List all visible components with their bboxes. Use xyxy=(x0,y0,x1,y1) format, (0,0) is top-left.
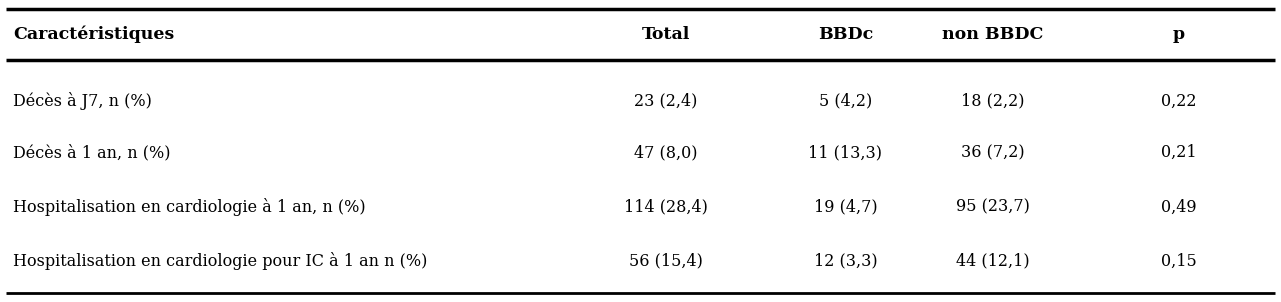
Text: Hospitalisation en cardiologie pour IC à 1 an n (%): Hospitalisation en cardiologie pour IC à… xyxy=(13,252,427,270)
Text: 47 (8,0): 47 (8,0) xyxy=(634,144,698,161)
Text: non BBDC: non BBDC xyxy=(942,26,1044,43)
Text: BBDc: BBDc xyxy=(817,26,874,43)
Text: Décès à 1 an, n (%): Décès à 1 an, n (%) xyxy=(13,144,170,161)
Text: Caractéristiques: Caractéristiques xyxy=(13,26,174,43)
Text: p: p xyxy=(1172,26,1185,43)
Text: 44 (12,1): 44 (12,1) xyxy=(956,253,1030,270)
Text: Hospitalisation en cardiologie à 1 an, n (%): Hospitalisation en cardiologie à 1 an, n… xyxy=(13,198,365,216)
Text: 114 (28,4): 114 (28,4) xyxy=(624,198,708,215)
Text: 18 (2,2): 18 (2,2) xyxy=(961,93,1025,110)
Text: 19 (4,7): 19 (4,7) xyxy=(813,198,877,215)
Text: 0,22: 0,22 xyxy=(1161,93,1196,110)
Text: 11 (13,3): 11 (13,3) xyxy=(808,144,883,161)
Text: Décès à J7, n (%): Décès à J7, n (%) xyxy=(13,92,151,110)
Text: 0,49: 0,49 xyxy=(1161,198,1196,215)
Text: 0,21: 0,21 xyxy=(1161,144,1196,161)
Text: 95 (23,7): 95 (23,7) xyxy=(956,198,1030,215)
Text: 0,15: 0,15 xyxy=(1161,253,1196,270)
Text: Total: Total xyxy=(642,26,690,43)
Text: 56 (15,4): 56 (15,4) xyxy=(629,253,703,270)
Text: 23 (2,4): 23 (2,4) xyxy=(634,93,698,110)
Text: 12 (3,3): 12 (3,3) xyxy=(813,253,877,270)
Text: 36 (7,2): 36 (7,2) xyxy=(961,144,1025,161)
Text: 5 (4,2): 5 (4,2) xyxy=(819,93,872,110)
